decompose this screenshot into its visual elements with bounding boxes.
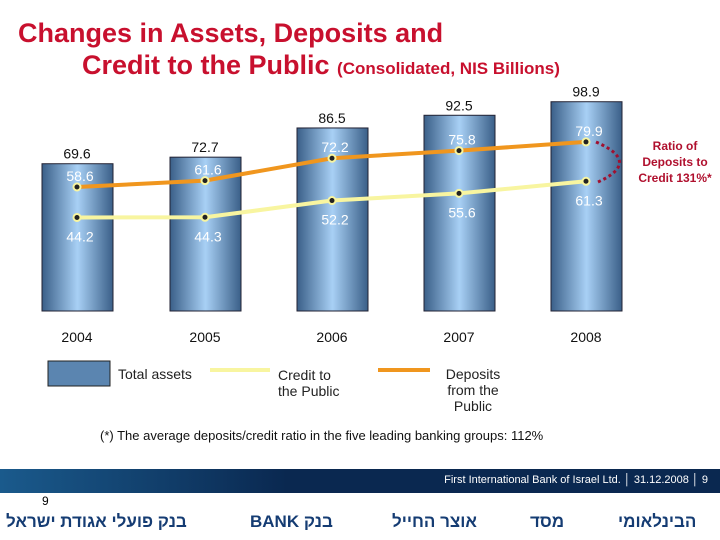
bar-label: 98.9 (572, 84, 599, 100)
point-label: 61.3 (575, 192, 602, 208)
point (327, 153, 337, 163)
point (200, 176, 210, 186)
footer-text: First International Bank of Israel Ltd. … (444, 474, 708, 486)
point (454, 146, 464, 156)
title-line1: Changes in Assets, Deposits and (18, 18, 444, 48)
logo-otsar-hahayal: אוצר החייל (392, 512, 477, 531)
bar-label: 69.6 (63, 146, 90, 162)
point (581, 176, 591, 186)
logo-poalei-agudat: בנק פועלי אגודת ישראל (6, 512, 187, 531)
ratio-annotation: Ratio of (653, 139, 699, 153)
legend-assets-swatch (47, 360, 111, 387)
bar-label: 72.7 (191, 139, 218, 155)
point (327, 196, 337, 206)
logo-row: בנק פועלי אגודת ישראל BANK בנק אוצר החיי… (0, 510, 720, 538)
point-label: 55.6 (448, 204, 475, 220)
point (581, 137, 591, 147)
ratio-bracket (595, 140, 621, 184)
point-label: 44.2 (66, 228, 93, 244)
point-label: 58.6 (66, 168, 93, 184)
x-tick-label: 2008 (570, 329, 601, 345)
point-label: 52.2 (321, 212, 348, 228)
x-tick-label: 2006 (316, 329, 347, 345)
bar-2008 (550, 101, 623, 312)
ratio-annotation: Deposits to (642, 155, 707, 169)
chart: 69.6 2004 72.7 2005 86.5 2006 92.5 2007 98.9 2008… (41, 84, 712, 345)
bar-label: 86.5 (318, 110, 345, 126)
x-tick-label: 2005 (189, 329, 220, 345)
point (454, 188, 464, 198)
point-label: 61.6 (194, 162, 221, 178)
logo-massad: מסד (530, 512, 565, 531)
logo-beinleumi: הבינלאומי (618, 512, 697, 531)
x-tick-label: 2007 (443, 329, 474, 345)
x-tick-label: 2004 (61, 329, 92, 345)
point (200, 212, 210, 222)
footer-band: First International Bank of Israel Ltd. … (0, 469, 720, 493)
point-label: 44.3 (194, 228, 221, 244)
point-label: 72.2 (321, 139, 348, 155)
title-line2: Credit to the Public (Consolidated, NIS … (82, 50, 560, 80)
point (72, 212, 82, 222)
page-number: 9 (42, 494, 49, 508)
point (72, 182, 82, 192)
point-label: 79.9 (575, 123, 602, 139)
legend-deposits: Deposits from the Public (445, 366, 501, 414)
ratio-annotation: Credit 131%* (638, 171, 712, 185)
legend-credit: Credit to the Public (278, 367, 340, 399)
bar-label: 92.5 (445, 97, 472, 113)
logo-ubank: BANK בנק (250, 512, 333, 531)
legend-assets: Total assets (118, 366, 192, 382)
footnote: (*) The average deposits/credit ratio in… (100, 428, 544, 443)
point-label: 75.8 (448, 132, 475, 148)
